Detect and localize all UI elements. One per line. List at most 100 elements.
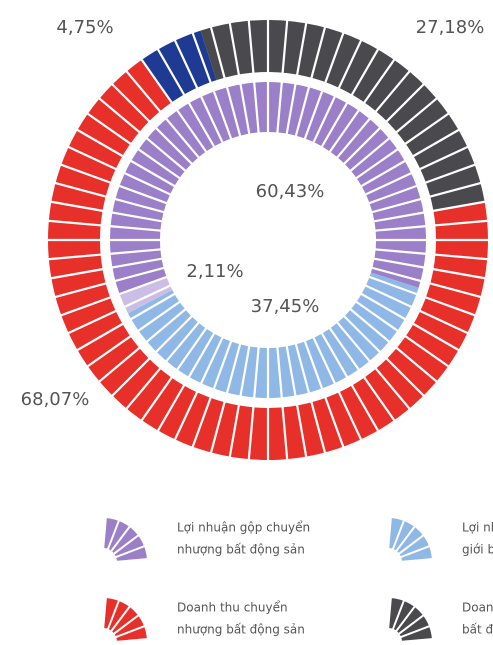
segment-gap [362,376,396,422]
segment-gap [111,613,141,636]
segment-gap [175,109,208,153]
segment-gap [113,544,147,559]
segment-gap [424,163,477,184]
segment-gap [434,253,489,261]
segment-gap [191,396,212,449]
segment-gap [395,97,439,134]
segment-gap [156,48,186,96]
segment-gap [312,95,337,144]
segment-gap [50,267,104,280]
segment-gap [191,31,212,84]
segment-gap [394,524,417,554]
donut-slice [200,19,485,211]
segment-gap [129,159,176,188]
value-label: 68,07% [21,389,90,410]
segment-gap [362,58,396,104]
segment-gap [164,117,201,159]
segment-gap [418,145,469,171]
segment-gap [276,81,283,134]
segment-gap [97,97,141,134]
legend-item [389,518,432,561]
segment-gap [349,307,391,344]
segment-gap [118,275,168,296]
segment-gap [125,69,162,113]
segment-gap [106,518,121,552]
segment-gap [125,367,162,411]
segment-gap [281,406,289,461]
segment-gap [156,384,186,432]
segment-gap [360,159,407,188]
segment-gap [199,95,224,144]
segment-gap [303,340,324,390]
segment-gap [110,357,151,398]
segment-gap [114,266,165,283]
segment-gap [310,26,327,79]
segment-gap [154,126,194,166]
segment-gap [418,309,469,335]
segment-gap [145,136,187,173]
segment-gap [140,58,174,104]
legend-label: Lợi nhuận gộp chuyển [177,521,310,535]
value-label: 37,45% [251,296,320,317]
segment-gap [247,19,255,74]
segment-gap [281,19,289,74]
segment-gap [371,266,422,283]
segment-gap [337,390,363,441]
segment-gap [360,292,407,321]
segment-gap [342,314,382,354]
segment-gap [109,524,132,554]
segment-gap [173,39,199,90]
segment-gap [374,367,411,411]
segment-gap [109,248,162,255]
segment-gap [355,300,399,333]
segment-gap [412,128,460,158]
segment-gap [364,171,413,196]
segment-gap [394,604,417,634]
segment-gap [295,22,308,76]
segment-gap [164,321,201,363]
segment-gap [310,401,327,454]
segment-gap [371,197,422,214]
segment-gap [303,90,324,140]
segment-gap [335,117,372,159]
segment-gap [110,82,151,123]
segment-gap [111,211,163,223]
segment-gap [145,307,187,344]
segment-gap [328,327,361,371]
legend-label: nhượng bất động sản [177,543,305,557]
segment-gap [434,219,489,227]
segment-gap [228,404,241,458]
segment-gap [140,376,174,422]
segment-gap [337,39,363,90]
segment-gap [276,346,283,399]
segment-gap [432,267,486,280]
segment-gap [123,171,172,196]
segment-gap [391,518,406,552]
segment-gap [109,604,132,634]
segment-gap [324,31,345,84]
segment-gap [212,90,233,140]
segment-gap [374,69,411,113]
segment-gap [328,109,361,153]
segment-gap [47,219,102,227]
segment-gap [398,624,432,639]
segment-gap [350,48,380,96]
segment-gap [395,346,439,383]
segment-gap [106,598,121,632]
value-label: 4,75% [56,17,113,38]
segment-gap [187,101,216,148]
segment-gap [391,598,406,632]
legend-item [104,518,147,561]
segment-gap [111,533,141,556]
segment-gap [320,332,349,379]
legend-label: Doanh [462,601,493,615]
segment-gap [114,197,165,214]
segment-gap [129,292,176,321]
segment-gap [154,314,194,354]
segment-gap [123,284,172,309]
segment-gap [199,336,224,385]
segment-gap [429,282,482,299]
segment-gap [324,396,345,449]
segment-gap [76,322,124,352]
